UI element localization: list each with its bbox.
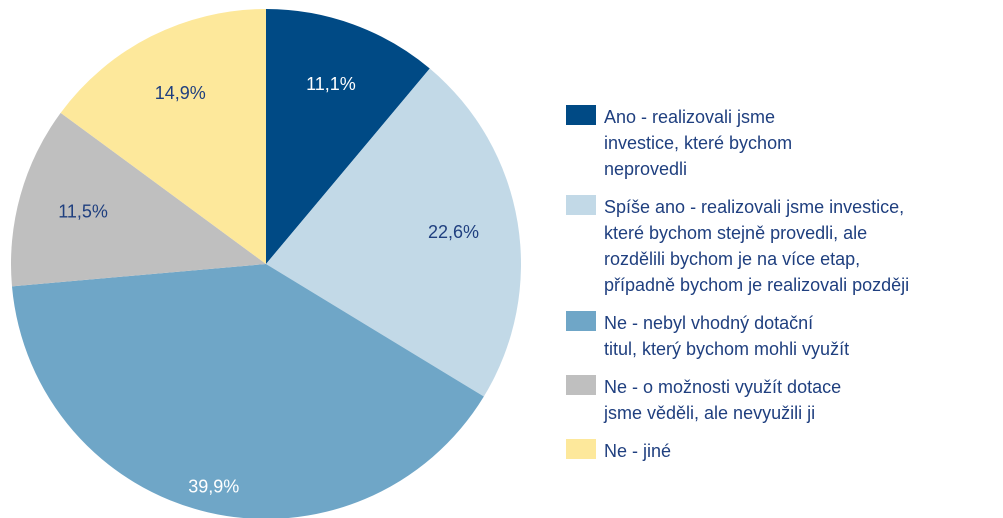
legend-swatch [566,375,596,395]
legend-swatch [566,195,596,215]
legend-entry: Ne - jiné [566,438,909,464]
legend-label: Ano - realizovali jsme investice, které … [604,107,793,179]
data-label: 11,5% [58,201,108,221]
pie-slice [266,68,522,397]
pie-slice [266,9,430,264]
legend-entry: Ano - realizovali jsme investice, které … [566,104,909,182]
data-label: 11,1% [306,74,356,94]
legend-label: Ne - o možnosti využít dotace jsme věděl… [604,377,842,423]
legend-label: Spíše ano - realizovali jsme investice, … [604,197,910,295]
pie-slice [11,112,267,287]
legend-label: Ne - nebyl vhodný dotační titul, který b… [604,313,850,359]
legend-swatch [566,311,596,331]
pie-slice [60,9,267,264]
legend-entry: Ne - nebyl vhodný dotační titul, který b… [566,310,909,362]
legend-swatch [566,105,596,125]
data-label: 22,6% [428,222,479,242]
legend-swatch [566,439,596,459]
data-label: 14,9% [155,83,206,103]
legend: Ano - realizovali jsme investice, které … [566,104,909,476]
pie-slice [11,264,484,518]
legend-entry: Spíše ano - realizovali jsme investice, … [566,194,909,298]
legend-entry: Ne - o možnosti využít dotace jsme věděl… [566,374,909,426]
legend-label: Ne - jiné [604,441,672,461]
data-label: 39,9% [188,477,239,497]
